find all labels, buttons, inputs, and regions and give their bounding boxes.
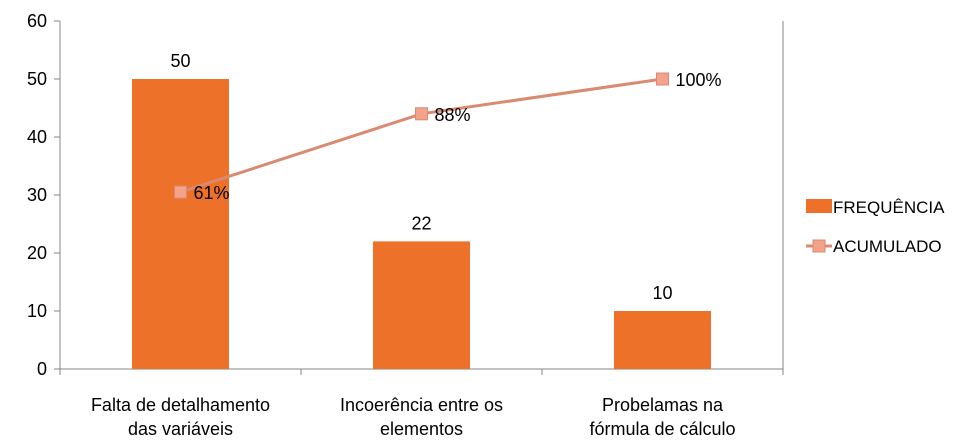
x-category-label: Falta de detalhamento xyxy=(91,395,270,415)
legend-label-frequencia: FREQUÊNCIA xyxy=(833,198,945,217)
bar xyxy=(373,241,470,369)
cumulative-data-label: 100% xyxy=(676,70,722,90)
cumulative-marker xyxy=(656,72,669,86)
cumulative-line xyxy=(180,77,663,194)
bar-data-label: 10 xyxy=(652,283,672,303)
y-tick-label: 60 xyxy=(27,11,47,31)
cumulative-data-label: 61% xyxy=(194,183,230,203)
cumulative-data-label: 88% xyxy=(435,105,471,125)
x-category-label: fórmula de cálculo xyxy=(589,419,735,439)
cumulative-marker xyxy=(174,185,187,199)
y-tick-label: 30 xyxy=(27,185,47,205)
y-tick-label: 0 xyxy=(37,359,47,379)
x-category-label: Incoerência entre os xyxy=(340,395,503,415)
bar xyxy=(614,311,711,369)
bar-data-label: 50 xyxy=(170,51,190,71)
x-category-label: Probelamas na xyxy=(602,395,724,415)
y-tick-label: 40 xyxy=(27,127,47,147)
y-tick-label: 50 xyxy=(27,69,47,89)
x-category-label: das variáveis xyxy=(128,419,233,439)
bar xyxy=(132,79,229,369)
x-category-label: elementos xyxy=(380,419,463,439)
y-tick-label: 20 xyxy=(27,243,47,263)
legend-swatch-frequencia xyxy=(806,199,832,213)
y-tick-label: 10 xyxy=(27,301,47,321)
legend-marker-acumulado xyxy=(812,239,826,253)
legend-label-acumulado: ACUMULADO xyxy=(833,237,942,256)
cumulative-marker xyxy=(415,107,428,121)
bar-data-label: 22 xyxy=(411,213,431,233)
